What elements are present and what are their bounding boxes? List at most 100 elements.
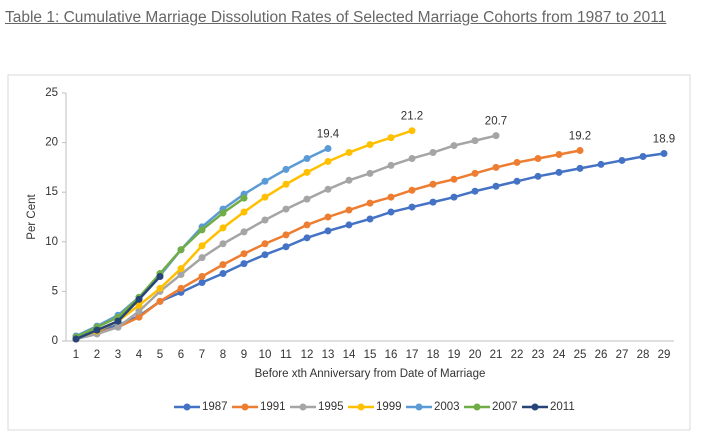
y-tick-label: 10	[45, 236, 58, 248]
x-tick-label: 27	[616, 349, 629, 361]
data-point	[387, 208, 395, 216]
data-point	[513, 158, 521, 166]
data-point	[450, 142, 458, 150]
x-tick-label: 24	[553, 349, 566, 361]
data-point	[492, 132, 500, 140]
data-point	[303, 234, 311, 242]
x-tick-label: 18	[427, 349, 440, 361]
data-point	[534, 172, 542, 180]
data-point	[261, 193, 269, 201]
x-tick-label: 13	[322, 349, 335, 361]
data-point	[618, 156, 626, 164]
data-point	[156, 297, 164, 305]
data-point	[198, 254, 206, 262]
data-point	[450, 193, 458, 201]
x-tick-label: 25	[574, 349, 587, 361]
data-point	[324, 185, 332, 193]
x-tick-label: 7	[199, 349, 205, 361]
data-point	[219, 224, 227, 232]
x-tick-label: 23	[532, 349, 545, 361]
x-tick-label: 9	[241, 349, 247, 361]
data-point	[576, 147, 584, 155]
data-point	[156, 273, 164, 281]
data-point	[93, 326, 101, 334]
legend-marker	[357, 403, 365, 411]
x-tick-label: 10	[259, 349, 272, 361]
x-tick-label: 17	[406, 349, 419, 361]
data-point	[261, 177, 269, 185]
data-point	[429, 180, 437, 188]
x-tick-label: 8	[220, 349, 226, 361]
data-point	[135, 313, 143, 321]
data-point	[135, 307, 143, 315]
data-point	[366, 169, 374, 177]
data-point	[597, 160, 605, 168]
data-point	[576, 164, 584, 172]
data-point	[198, 278, 206, 286]
x-tick-label: 3	[115, 349, 121, 361]
data-point	[261, 240, 269, 248]
data-point	[177, 265, 185, 273]
data-point	[345, 206, 353, 214]
legend-label: 1991	[260, 401, 286, 413]
y-tick-label: 25	[45, 87, 58, 99]
legend-label: 1999	[376, 401, 402, 413]
data-point	[366, 141, 374, 149]
legend-marker	[299, 403, 307, 411]
y-tick-label: 20	[45, 137, 58, 149]
data-point	[534, 154, 542, 162]
data-point	[408, 203, 416, 211]
series-line	[75, 149, 581, 341]
data-point	[177, 271, 185, 279]
data-point	[324, 145, 332, 153]
data-point	[198, 242, 206, 250]
data-point	[324, 227, 332, 235]
x-tick-label: 5	[157, 349, 163, 361]
data-label: 19.4	[317, 129, 340, 141]
x-tick-label: 22	[511, 349, 524, 361]
chart-frame	[7, 74, 691, 431]
data-point	[324, 213, 332, 221]
data-point	[240, 194, 248, 202]
data-point	[219, 261, 227, 269]
x-tick-label: 2	[94, 349, 100, 361]
x-tick-label: 11	[280, 349, 292, 361]
data-point	[114, 323, 122, 331]
data-point	[408, 127, 416, 135]
data-point	[471, 187, 479, 195]
data-point	[366, 199, 374, 207]
data-point	[303, 195, 311, 203]
x-tick-label: 15	[364, 349, 377, 361]
x-tick-label: 14	[343, 349, 356, 361]
data-point	[450, 175, 458, 183]
data-point	[492, 163, 500, 171]
y-tick-label: 0	[52, 335, 58, 347]
data-point	[471, 137, 479, 145]
data-point	[639, 152, 647, 160]
legend-label: 2007	[492, 401, 518, 413]
legend-marker	[473, 403, 481, 411]
data-point	[261, 251, 269, 259]
x-axis-label: Before xth Anniversary from Date of Marr…	[255, 368, 486, 380]
legend-marker	[183, 403, 191, 411]
data-point	[345, 221, 353, 229]
chart-title[interactable]: Table 1: Cumulative Marriage Dissolution…	[5, 9, 667, 26]
data-point	[429, 198, 437, 206]
legend-label: 2003	[434, 401, 460, 413]
data-point	[366, 215, 374, 223]
data-point	[219, 209, 227, 217]
series-line	[75, 152, 665, 341]
data-point	[114, 317, 122, 325]
data-point	[261, 216, 269, 224]
data-point	[177, 246, 185, 254]
data-point	[240, 250, 248, 258]
data-point	[345, 149, 353, 157]
data-point	[282, 180, 290, 188]
x-tick-label: 28	[637, 349, 650, 361]
data-point	[555, 151, 563, 159]
data-point	[408, 186, 416, 194]
data-point	[219, 240, 227, 248]
x-tick-label: 29	[658, 349, 671, 361]
data-point	[135, 295, 143, 303]
